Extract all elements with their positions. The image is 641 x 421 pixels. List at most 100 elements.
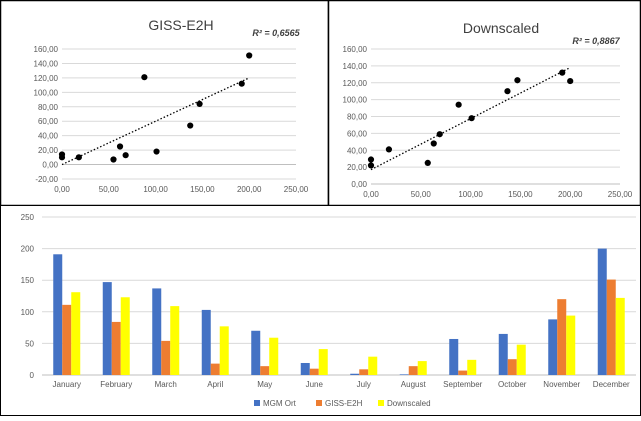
bar — [161, 340, 171, 375]
x-tick-label: 250,00 — [608, 190, 633, 199]
x-tick-label: 200,00 — [558, 190, 583, 199]
bar — [615, 297, 625, 375]
y-tick-label: 0 — [30, 371, 35, 380]
y-tick-labels: -20,00 0,00 20,00 40,00 60,00 80,00 100,00 120,… — [34, 45, 59, 184]
y-tick-label: 100 — [21, 308, 35, 317]
data-point — [514, 77, 521, 84]
bar — [269, 337, 279, 375]
bar — [210, 363, 220, 375]
category-label: September — [443, 380, 482, 389]
y-tick-label: 40,00 — [347, 146, 368, 155]
data-point — [75, 154, 82, 161]
bar — [53, 254, 63, 375]
y-tick-label: 160,00 — [34, 45, 59, 54]
scatter-chart-giss: -20,000,0020,0040,0060,0080,00100,00120,… — [34, 17, 309, 194]
bar — [606, 279, 616, 375]
bar — [219, 326, 229, 375]
data-point — [141, 74, 148, 81]
y-tick-label: -20,00 — [35, 175, 58, 184]
data-point — [567, 77, 574, 85]
bar — [62, 304, 72, 375]
bar — [309, 368, 319, 375]
grid — [42, 216, 636, 376]
category-label: January — [53, 380, 81, 389]
y-tick-label: 120,00 — [34, 74, 59, 83]
y-tick-labels: 0 50 100 150 200 250 — [21, 213, 35, 380]
legend-label: Downscaled — [387, 399, 431, 408]
x-tick-label: 100,00 — [458, 190, 483, 199]
legend: MGM Ort GISS-E2H Downscaled — [254, 399, 431, 408]
data-point — [122, 152, 129, 159]
trendline — [370, 66, 571, 171]
y-tick-label: 60,00 — [347, 129, 368, 138]
x-tick-label: 0,00 — [363, 190, 379, 199]
data-points — [58, 52, 253, 163]
scatter-panel-giss — [0, 0, 330, 207]
data-point — [424, 159, 431, 167]
y-tick-label: 0,00 — [351, 180, 367, 189]
category-label: February — [100, 380, 132, 389]
bar — [350, 373, 360, 375]
trendline — [61, 77, 250, 166]
category-label: May — [257, 380, 272, 389]
x-tick-labels: 0,00 50,00 100,00 150,00 200,00 250,00 — [363, 190, 633, 199]
y-tick-label: 200 — [21, 245, 35, 254]
x-tick-label: 50,00 — [99, 185, 120, 194]
bar — [318, 349, 328, 375]
data-point — [436, 131, 443, 138]
y-tick-label: 160,00 — [343, 45, 368, 54]
grid — [371, 48, 620, 185]
y-tick-labels: 0,00 20,00 40,00 60,00 80,00 100,00 120,00 140,… — [343, 45, 368, 189]
x-tick-label: 150,00 — [190, 185, 215, 194]
bar — [368, 356, 378, 375]
legend-swatch — [316, 400, 322, 406]
x-tick-label: 0,00 — [54, 185, 70, 194]
bar — [71, 292, 81, 375]
category-labels: January February March April May June July Augu… — [53, 380, 631, 389]
data-point — [455, 101, 462, 108]
y-tick-label: 100,00 — [343, 96, 368, 105]
category-label: November — [543, 380, 580, 389]
y-tick-label: 0,00 — [42, 161, 58, 170]
data-point — [246, 52, 253, 59]
category-label: August — [401, 380, 427, 389]
trendline — [370, 66, 571, 171]
y-tick-label: 80,00 — [38, 103, 59, 112]
bar — [120, 297, 130, 375]
data-points — [367, 69, 574, 169]
bars — [53, 248, 625, 375]
y-tick-label: 100,00 — [34, 88, 59, 97]
bar — [251, 330, 261, 375]
bar — [467, 359, 477, 375]
bar — [111, 321, 121, 375]
data-point — [385, 146, 393, 153]
data-point — [430, 140, 437, 147]
y-tick-label: 50 — [25, 339, 34, 348]
data-point — [238, 80, 245, 87]
y-tick-label: 140,00 — [343, 62, 368, 71]
data-point — [504, 88, 511, 95]
bar — [300, 362, 310, 375]
data-point — [116, 143, 124, 150]
category-label: December — [593, 380, 630, 389]
x-tick-label: 250,00 — [284, 185, 309, 194]
trendline — [61, 77, 250, 166]
y-tick-label: 60,00 — [38, 117, 59, 126]
x-tick-label: 150,00 — [508, 190, 533, 199]
category-label: March — [155, 380, 177, 389]
data-point — [196, 100, 203, 107]
legend-label: MGM Ort — [263, 399, 297, 408]
r-squared-annotation: R² = 0,8867 — [572, 36, 620, 46]
data-point — [58, 151, 66, 158]
data-point — [187, 122, 194, 129]
x-tick-labels: 0,00 50,00 100,00 150,00 200,00 250,00 — [54, 185, 309, 194]
bar — [170, 306, 180, 375]
scatter-panel-downscaled — [327, 0, 641, 207]
bar — [201, 309, 211, 375]
chart-title: GISS-E2H — [148, 17, 213, 33]
y-tick-label: 140,00 — [34, 59, 59, 68]
legend-label: GISS-E2H — [325, 399, 363, 408]
legend-swatch — [378, 400, 384, 406]
category-label: October — [498, 380, 527, 389]
